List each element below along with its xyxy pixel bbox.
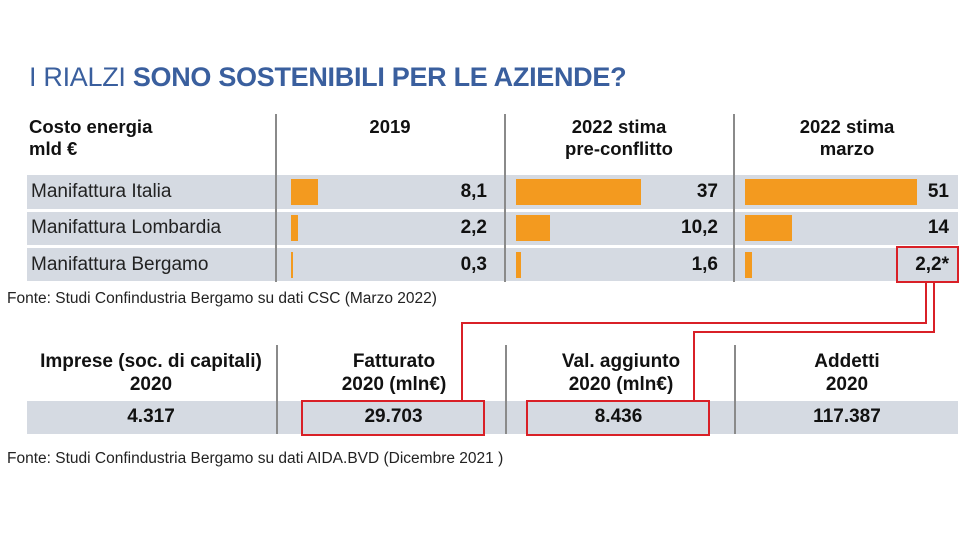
header-costo-energia: Costo energia mld € <box>29 116 152 160</box>
header-imprese-line1: Imprese (soc. di capitali) <box>40 351 262 372</box>
table-row <box>27 248 958 281</box>
header-val-aggiunto-line1: Val. aggiunto <box>561 351 681 372</box>
col-header-pre-conflitto-line2: pre-conflitto <box>565 138 673 159</box>
value-label-0-0: 8,1 <box>460 181 487 202</box>
column-divider <box>504 114 506 282</box>
table-row <box>27 401 958 434</box>
bar-1-1 <box>516 215 551 241</box>
value-imprese: 4.317 <box>127 406 175 427</box>
header-val-aggiunto: Val. aggiunto 2020 (mln€) <box>507 350 735 396</box>
header-fatturato: Fatturato 2020 (mln€) <box>277 350 511 396</box>
column-divider <box>276 345 278 434</box>
value-label-1-1: 10,2 <box>681 217 718 238</box>
header-addetti-line2: 2020 <box>825 374 869 395</box>
value-label-1-2: 1,6 <box>691 254 718 275</box>
header-addetti-line1: Addetti <box>814 351 880 372</box>
highlight-box-bergamo-marzo <box>896 246 959 283</box>
table-row <box>27 212 958 245</box>
col-header-2019-line1: 2019 <box>369 116 411 137</box>
col-header-marzo-line1: 2022 stima <box>799 116 895 137</box>
header-fatturato-line2: 2020 (mln€) <box>341 374 447 395</box>
column-divider <box>275 114 277 282</box>
bar-1-0 <box>516 179 641 205</box>
header-label-line1: Costo energia <box>29 116 153 137</box>
header-imprese: Imprese (soc. di capitali) 2020 <box>27 350 275 396</box>
col-header-marzo: 2022 stima marzo <box>734 116 960 160</box>
value-label-0-1: 2,2 <box>460 217 487 238</box>
header-label-line2: mld € <box>29 138 78 159</box>
bar-0-1 <box>291 215 299 241</box>
bar-0-2 <box>291 252 293 278</box>
source-note-1: Fonte: Studi Confindustria Bergamo su da… <box>7 290 437 307</box>
value-label-2-2: 2,2* <box>915 254 949 275</box>
col-header-marzo-line2: marzo <box>819 138 875 159</box>
title-bold: SONO SOSTENIBILI PER LE AZIENDE? <box>132 62 627 92</box>
row-label-italia: Manifattura Italia <box>31 181 172 202</box>
value-label-2-0: 51 <box>927 181 949 202</box>
connector-line <box>693 331 935 333</box>
row-label-bergamo: Manifattura Bergamo <box>31 254 209 275</box>
bar-1-2 <box>516 252 522 278</box>
connector-line <box>693 331 695 402</box>
value-label-0-2: 0,3 <box>460 254 487 275</box>
header-imprese-line2: 2020 <box>129 374 173 395</box>
connector-line <box>461 322 927 324</box>
title-light: I RIALZI <box>29 62 126 92</box>
col-header-pre-conflitto: 2022 stima pre-conflitto <box>505 116 733 160</box>
col-header-pre-conflitto-line1: 2022 stima <box>571 116 667 137</box>
highlight-box-fatturato <box>301 400 485 436</box>
header-val-aggiunto-line2: 2020 (mln€) <box>568 374 674 395</box>
bar-2-1 <box>745 215 793 241</box>
value-addetti: 117.387 <box>813 406 881 427</box>
col-header-2019: 2019 <box>276 116 504 138</box>
chart-title: I RIALZI SONO SOSTENIBILI PER LE AZIENDE… <box>29 62 627 93</box>
connector-line <box>461 322 463 402</box>
highlight-box-val-aggiunto <box>526 400 710 436</box>
row-label-lombardia: Manifattura Lombardia <box>31 217 222 238</box>
column-divider <box>734 345 736 434</box>
header-fatturato-line1: Fatturato <box>352 351 436 372</box>
bar-0-0 <box>291 179 319 205</box>
header-addetti: Addetti 2020 <box>736 350 958 396</box>
bar-2-0 <box>745 179 917 205</box>
value-label-1-0: 37 <box>696 181 718 202</box>
bar-2-2 <box>745 252 753 278</box>
column-divider <box>733 114 735 282</box>
source-note-2: Fonte: Studi Confindustria Bergamo su da… <box>7 450 504 467</box>
value-fatturato: 29.703 <box>364 406 423 427</box>
connector-line <box>925 283 927 324</box>
connector-line <box>933 283 935 333</box>
value-label-2-1: 14 <box>927 217 949 238</box>
value-val-aggiunto: 8.436 <box>594 406 643 427</box>
column-divider <box>505 345 507 434</box>
